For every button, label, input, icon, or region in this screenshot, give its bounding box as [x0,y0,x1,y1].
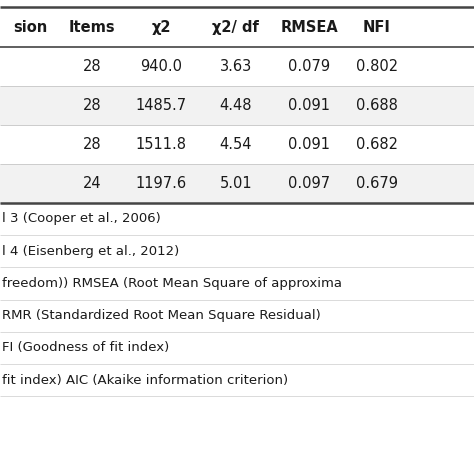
Text: 0.679: 0.679 [356,176,398,191]
Text: l 4 (Eisenberg et al., 2012): l 4 (Eisenberg et al., 2012) [2,245,180,258]
Text: 0.091: 0.091 [288,98,330,113]
Text: 0.091: 0.091 [288,137,330,152]
Text: freedom)) RMSEA (Root Mean Square of approxima: freedom)) RMSEA (Root Mean Square of app… [2,277,342,290]
Text: 0.079: 0.079 [288,59,330,74]
Text: 1197.6: 1197.6 [136,176,187,191]
Text: χ2: χ2 [151,20,171,35]
Text: 0.688: 0.688 [356,98,398,113]
Text: fit index) AIC (Akaike information criterion): fit index) AIC (Akaike information crite… [2,374,289,387]
Text: 1511.8: 1511.8 [136,137,187,152]
Text: RMR (Standardized Root Mean Square Residual): RMR (Standardized Root Mean Square Resid… [2,309,321,322]
Text: NFI: NFI [363,20,391,35]
Text: 28: 28 [83,137,102,152]
Text: χ2/ df: χ2/ df [212,20,259,35]
Bar [0,47,474,86]
Text: 3.63: 3.63 [219,59,252,74]
Text: RMSEA: RMSEA [281,20,338,35]
Text: 4.54: 4.54 [219,137,252,152]
Bar [0,125,474,164]
Text: 28: 28 [83,98,102,113]
Bar [0,86,474,125]
Text: 24: 24 [83,176,102,191]
Text: FI (Goodness of fit index): FI (Goodness of fit index) [2,341,170,355]
Text: sion: sion [14,20,48,35]
Text: 0.802: 0.802 [356,59,398,74]
Text: 28: 28 [83,59,102,74]
Text: 0.682: 0.682 [356,137,398,152]
Text: l 3 (Cooper et al., 2006): l 3 (Cooper et al., 2006) [2,212,161,226]
Text: 1485.7: 1485.7 [136,98,187,113]
Text: 940.0: 940.0 [140,59,182,74]
Text: 0.097: 0.097 [288,176,330,191]
Bar [0,164,474,203]
Text: 4.48: 4.48 [219,98,252,113]
Text: 5.01: 5.01 [219,176,252,191]
Text: Items: Items [69,20,116,35]
